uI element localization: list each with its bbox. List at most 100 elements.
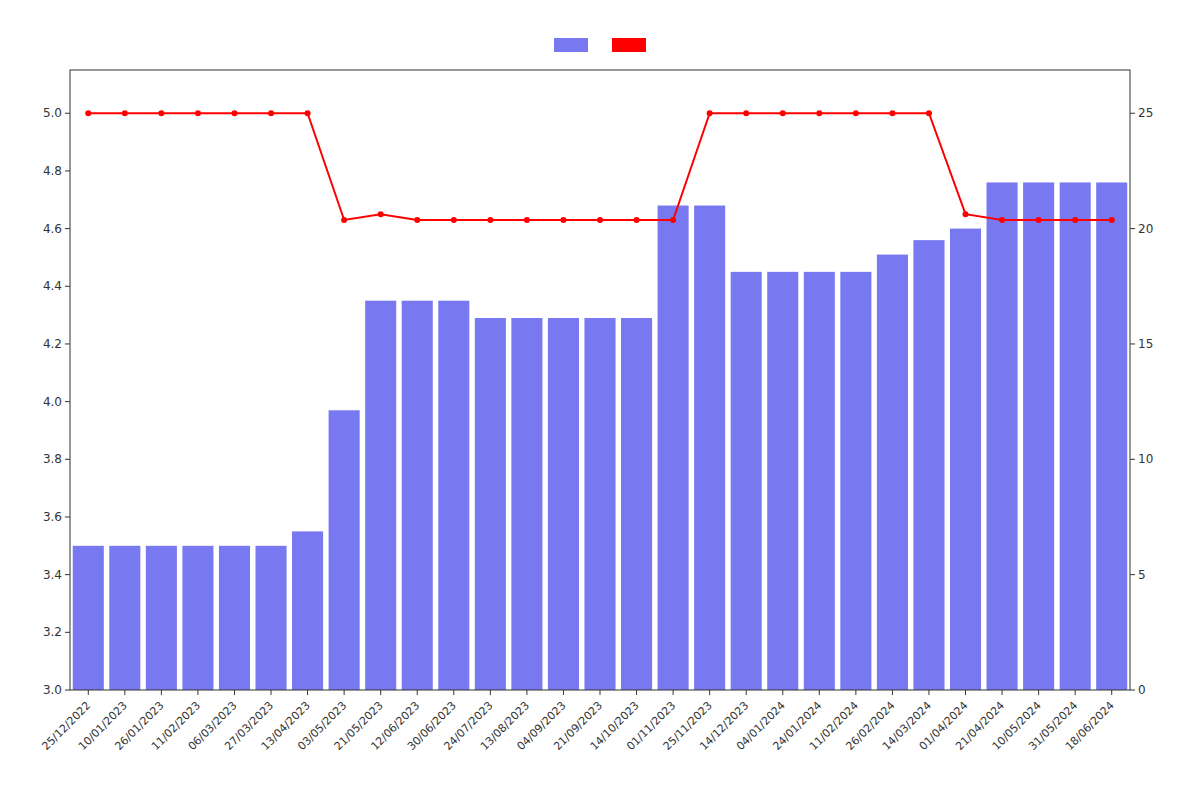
y-tick-label: 3.2 (43, 625, 62, 639)
x-tick (965, 690, 966, 695)
y-tick-label: 3.4 (43, 568, 62, 582)
y-tick (65, 690, 70, 691)
line-marker (634, 217, 640, 223)
line-marker (524, 217, 530, 223)
bar (767, 272, 798, 690)
x-tick (782, 690, 783, 695)
y-tick (65, 113, 70, 114)
y-tick-label: 3.0 (43, 683, 62, 697)
y2-tick (1130, 574, 1135, 575)
y-tick (65, 286, 70, 287)
line-marker (268, 110, 274, 116)
bar (475, 318, 506, 690)
line-marker (963, 211, 969, 217)
y2-tick (1130, 459, 1135, 460)
bar (913, 240, 944, 690)
bar (402, 301, 433, 690)
x-tick (526, 690, 527, 695)
line-marker (1072, 217, 1078, 223)
line-marker (1036, 217, 1042, 223)
x-tick (197, 690, 198, 695)
bar (584, 318, 615, 690)
y2-tick (1130, 228, 1135, 229)
bar (292, 531, 323, 690)
bar (329, 410, 360, 690)
x-tick-label: 18/06/2024 (1063, 699, 1117, 753)
bar (365, 301, 396, 690)
y-tick-label: 4.6 (43, 222, 62, 236)
x-tick (673, 690, 674, 695)
y2-tick (1130, 113, 1135, 114)
plot-area (73, 110, 1128, 690)
y2-tick-label: 15 (1138, 337, 1153, 351)
x-tick (124, 690, 125, 695)
y-tick-label: 5.0 (43, 106, 62, 120)
x-tick (636, 690, 637, 695)
y-tick-label: 3.6 (43, 510, 62, 524)
x-tick (855, 690, 856, 695)
y-tick-label: 4.8 (43, 164, 62, 178)
chart: 3.03.23.43.63.84.04.24.44.64.85.00510152… (0, 0, 1200, 800)
x-tick (892, 690, 893, 695)
bar (548, 318, 579, 690)
line-marker (780, 110, 786, 116)
x-tick (746, 690, 747, 695)
line-marker (670, 217, 676, 223)
bar (877, 255, 908, 690)
line-marker (999, 217, 1005, 223)
bar (1060, 182, 1091, 690)
x-tick (1038, 690, 1039, 695)
line-marker (305, 110, 311, 116)
bar (73, 546, 104, 690)
line-marker (341, 217, 347, 223)
line-marker (85, 110, 91, 116)
line-marker (1109, 217, 1115, 223)
legend (554, 38, 646, 52)
x-tick (307, 690, 308, 695)
y-tick (65, 459, 70, 460)
bar (987, 182, 1018, 690)
line-marker (889, 110, 895, 116)
x-tick (453, 690, 454, 695)
y-tick-label: 4.2 (43, 337, 62, 351)
y2-axis: 0510152025 (1130, 106, 1153, 697)
line-marker (487, 217, 493, 223)
x-tick (563, 690, 564, 695)
line (88, 113, 1111, 220)
line-marker (378, 211, 384, 217)
bar (256, 546, 287, 690)
y-tick-label: 4.0 (43, 395, 62, 409)
bar (182, 546, 213, 690)
y-tick (65, 516, 70, 517)
y-tick (65, 401, 70, 402)
y-axis: 3.03.23.43.63.84.04.24.44.64.85.0 (43, 106, 70, 697)
x-tick (490, 690, 491, 695)
y-tick (65, 574, 70, 575)
x-tick (709, 690, 710, 695)
y-tick (65, 632, 70, 633)
x-tick (88, 690, 89, 695)
bar (658, 206, 689, 690)
y2-tick (1130, 690, 1135, 691)
x-tick (819, 690, 820, 695)
bar (804, 272, 835, 690)
y2-tick-label: 5 (1138, 568, 1146, 582)
bar (109, 546, 140, 690)
line-marker (195, 110, 201, 116)
bar (438, 301, 469, 690)
y-tick (65, 170, 70, 171)
y2-tick (1130, 343, 1135, 344)
x-tick (1111, 690, 1112, 695)
x-tick (271, 690, 272, 695)
y-tick-label: 4.4 (43, 279, 62, 293)
bar (694, 206, 725, 690)
y-tick (65, 228, 70, 229)
bar (219, 546, 250, 690)
legend-swatch (612, 38, 646, 52)
line-marker (853, 110, 859, 116)
line-marker (231, 110, 237, 116)
legend-swatch (554, 38, 588, 52)
bar (1096, 182, 1127, 690)
x-axis: 25/12/202210/01/202326/01/202311/02/2023… (39, 690, 1116, 753)
line-marker (926, 110, 932, 116)
